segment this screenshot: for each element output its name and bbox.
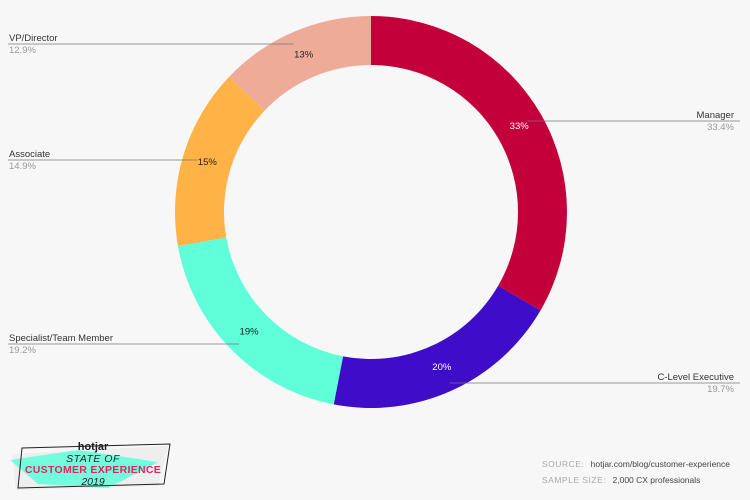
slice-specialist-team-member xyxy=(177,237,344,405)
hotjar-report-logo: hotjar STATE OF CUSTOMER EXPERIENCE 2019 xyxy=(8,440,178,492)
logo-line-3: 2019 xyxy=(81,476,105,488)
callout-name-specialist-team-member: Specialist/Team Member xyxy=(9,333,113,344)
callout-value-specialist-team-member: 19.2% xyxy=(9,345,36,356)
logo-brand: hotjar xyxy=(77,441,109,453)
pct-label-vp-director: 13% xyxy=(294,49,314,60)
slice-percent-labels: 33% 20% 19% 15% 13% xyxy=(198,49,529,373)
source-key: SOURCE: xyxy=(542,459,585,469)
source-row: SOURCE: hotjar.com/blog/customer-experie… xyxy=(542,456,730,472)
callout-name-vp-director: VP/Director xyxy=(9,33,58,44)
pct-label-manager: 33% xyxy=(510,121,530,132)
source-value: hotjar.com/blog/customer-experience xyxy=(590,459,730,469)
source-info: SOURCE: hotjar.com/blog/customer-experie… xyxy=(542,456,730,488)
callout-value-associate: 14.9% xyxy=(9,161,36,172)
pct-label-specialist-team-member: 19% xyxy=(240,326,260,337)
logo-line-1: STATE OF xyxy=(66,453,120,465)
pct-label-associate: 15% xyxy=(198,157,218,168)
slice-vp-director xyxy=(229,16,371,111)
callout-value-c-level-executive: 19.7% xyxy=(707,384,734,395)
slice-c-level-executive xyxy=(333,285,541,408)
slice-manager xyxy=(371,16,567,311)
sample-key: SAMPLE SIZE: xyxy=(542,475,607,485)
pct-label-c-level-executive: 20% xyxy=(432,362,452,373)
logo-line-2: CUSTOMER EXPERIENCE xyxy=(24,464,162,476)
callout-value-vp-director: 12.9% xyxy=(9,45,36,56)
callout-value-manager: 33.4% xyxy=(707,122,734,133)
logo-swoosh-icon xyxy=(10,443,171,490)
callout-name-manager: Manager xyxy=(697,110,735,121)
sample-value: 2,000 CX professionals xyxy=(612,475,701,485)
callout-name-associate: Associate xyxy=(9,149,50,160)
donut-slices xyxy=(174,16,567,408)
slice-associate xyxy=(174,76,265,246)
callout-name-c-level-executive: C-Level Executive xyxy=(657,372,734,383)
sample-row: SAMPLE SIZE: 2,000 CX professionals xyxy=(542,472,730,488)
